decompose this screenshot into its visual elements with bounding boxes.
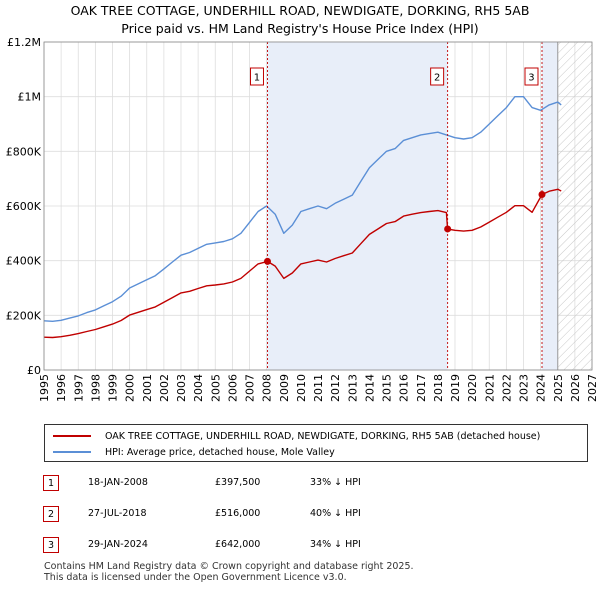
transaction-hpi-diff: 34% ↓ HPI [310,539,361,550]
legend-label-hpi: HPI: Average price, detached house, Mole… [105,446,335,458]
footer-copyright: Contains HM Land Registry data © Crown c… [44,561,414,572]
legend-swatch-hpi [53,451,91,453]
transaction-number: 3 [43,537,59,553]
y-tick-label: £600K [6,200,42,213]
x-tick-label: 2023 [518,374,531,402]
hpi-line [43,96,562,322]
x-tick-label: 2027 [586,374,599,402]
chart-title: OAK TREE COTTAGE, UNDERHILL ROAD, NEWDIG… [70,3,530,18]
x-tick-label: 2021 [483,374,496,402]
x-tick-label: 2020 [466,374,479,402]
x-tick-label: 2018 [432,374,445,402]
sale-point [444,225,452,233]
transaction-row: 3 29-JAN-2024 £642,000 34% ↓ HPI [0,537,600,557]
y-tick-label: £1M [18,91,42,104]
transaction-number: 2 [43,506,59,522]
x-tick-label: 2016 [398,374,411,402]
x-tick-label: 2003 [175,374,188,402]
x-tick-label: 1997 [72,374,85,402]
sale-label-box [524,67,539,86]
x-tick-label: 2024 [535,374,548,402]
sale-label-box [430,67,445,86]
y-tick-label: £0 [27,364,41,377]
x-tick-label: 2001 [141,374,154,402]
legend: OAK TREE COTTAGE, UNDERHILL ROAD, NEWDIG… [44,424,588,462]
x-tick-label: 2017 [415,374,428,402]
x-tick-label: 2009 [278,374,291,402]
x-tick-label: 2000 [124,374,137,402]
x-tick-label: 2015 [381,374,394,402]
legend-item-hpi: HPI: Average price, detached house, Mole… [53,444,335,460]
y-tick-label: £200K [6,309,42,322]
sale-point [263,257,271,265]
sale-label: 3 [528,73,534,84]
x-tick-label: 1995 [38,374,51,402]
chart-subtitle: Price paid vs. HM Land Registry's House … [121,21,479,36]
sale-label-box [249,67,264,86]
x-tick-label: 2004 [192,374,205,402]
y-tick-label: £1.2M [7,36,41,49]
transaction-number: 1 [43,475,59,491]
ownership-shade [541,42,558,370]
sale-label: 2 [434,73,440,84]
transaction-price: £516,000 [215,508,261,519]
x-tick-label: 2008 [261,374,274,402]
legend-swatch-property [53,435,91,437]
x-tick-label: 2006 [226,374,239,402]
transaction-date: 29-JAN-2024 [88,539,148,550]
x-tick-label: 2014 [363,374,376,402]
forecast-hatch [557,42,592,370]
x-tick-label: 2002 [158,374,171,402]
transaction-date: 27-JUL-2018 [88,508,147,519]
transaction-hpi-diff: 33% ↓ HPI [310,477,361,488]
transaction-row: 2 27-JUL-2018 £516,000 40% ↓ HPI [0,506,600,526]
x-tick-label: 2025 [552,374,565,402]
transaction-price: £642,000 [215,539,261,550]
x-tick-label: 2007 [244,374,257,402]
x-tick-label: 2022 [500,374,513,402]
x-tick-label: 2010 [295,374,308,402]
x-tick-label: 1998 [89,374,102,402]
sale-label: 1 [254,73,260,84]
y-tick-label: £800K [6,145,42,158]
price-chart: 1 2 3 £0 £200K £400K £600K £800K £1M £1.2M 1995 19… [6,36,599,402]
transaction-hpi-diff: 40% ↓ HPI [310,508,361,519]
x-tick-label: 2011 [312,374,325,402]
x-tick-label: 2012 [329,374,342,402]
x-tick-label: 1996 [55,374,68,402]
x-tick-label: 1999 [107,374,120,402]
y-tick-label: £400K [6,255,42,268]
property-line [43,188,562,339]
transaction-row: 1 18-JAN-2008 £397,500 33% ↓ HPI [0,475,600,495]
transaction-date: 18-JAN-2008 [88,477,148,488]
transaction-price: £397,500 [215,477,261,488]
x-tick-label: 2019 [449,374,462,402]
x-tick-label: 2013 [346,374,359,402]
legend-label-property: OAK TREE COTTAGE, UNDERHILL ROAD, NEWDIG… [105,430,541,442]
x-tick-label: 2026 [569,374,582,402]
plot-border [43,41,593,371]
legend-item-property: OAK TREE COTTAGE, UNDERHILL ROAD, NEWDIG… [53,428,540,444]
footer-license: This data is licensed under the Open Gov… [44,572,347,583]
ownership-shade [267,42,448,370]
sale-point [538,191,546,199]
x-tick-label: 2005 [209,374,222,402]
